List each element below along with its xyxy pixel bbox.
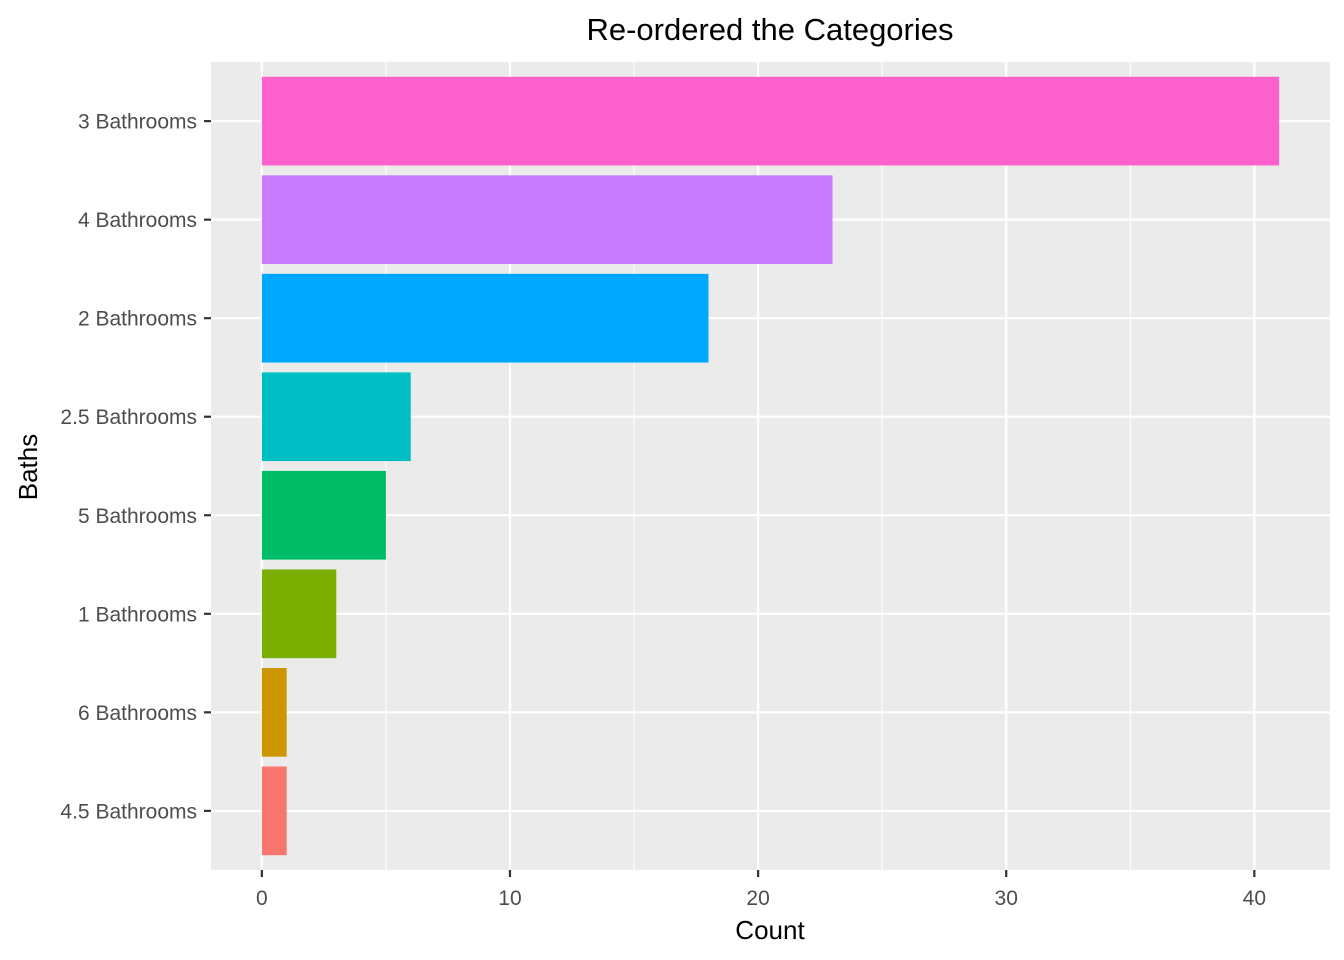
bar-4-5-bathrooms	[261, 766, 287, 856]
x-tick-label: 40	[1243, 887, 1266, 910]
y-tick-label: 4.5 Bathrooms	[60, 800, 197, 823]
bar-1-bathrooms	[261, 569, 337, 659]
x-tick-label: 30	[995, 887, 1018, 910]
x-tick-label: 20	[746, 887, 769, 910]
chart-title: Re-ordered the Categories	[586, 12, 953, 47]
bar-2-bathrooms	[261, 273, 709, 363]
x-axis-title: Count	[735, 915, 805, 945]
y-axis-title: Baths	[13, 434, 43, 501]
y-tick-label: 3 Bathrooms	[78, 111, 197, 134]
bar-3-bathrooms	[261, 76, 1280, 166]
y-tick-label: 5 Bathrooms	[78, 505, 197, 528]
x-tick-label: 0	[256, 887, 268, 910]
bar-5-bathrooms	[261, 470, 386, 560]
bar-4-bathrooms	[261, 175, 833, 264]
bar-6-bathrooms	[261, 668, 287, 757]
y-tick-label: 6 Bathrooms	[78, 702, 197, 725]
x-tick-label: 10	[498, 887, 521, 910]
y-tick-label: 4 Bathrooms	[78, 209, 197, 232]
y-tick-label: 2.5 Bathrooms	[60, 406, 197, 429]
y-tick-label: 1 Bathrooms	[78, 603, 197, 626]
bar-2-5-bathrooms	[261, 372, 411, 462]
y-tick-label: 2 Bathrooms	[78, 308, 197, 331]
axes: 3 Bathrooms 4 Bathrooms 2 Bathrooms 2.5 Bat…	[60, 111, 1266, 910]
bars	[261, 76, 1280, 856]
